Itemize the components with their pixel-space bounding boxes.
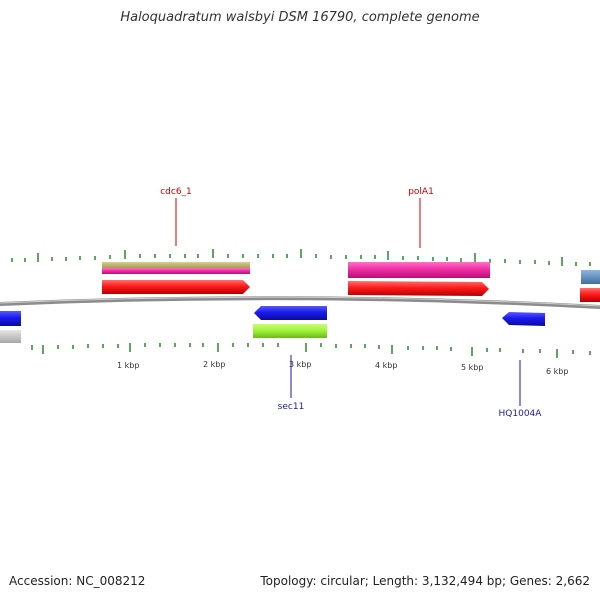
kbp-label: 3 kbp (289, 360, 311, 369)
magenta-feature-bar[interactable] (102, 268, 250, 274)
gene-cdc6_1-arrow[interactable] (102, 280, 250, 294)
label-HQ1004A: HQ1004A (499, 409, 543, 419)
kbp-labels: 1 kbp 2 kbp 3 kbp 4 kbp 5 kbp 6 kbp (117, 360, 568, 376)
kbp-label: 2 kbp (203, 360, 225, 369)
reverse-gene-track (0, 306, 545, 343)
gene-reverse-partial-grey[interactable] (0, 330, 21, 343)
lime-feature-bar[interactable] (253, 324, 327, 338)
genome-summary-text: Topology: circular; Length: 3,132,494 bp… (260, 574, 590, 588)
outer-ticks (11, 249, 591, 266)
inner-ticks (31, 343, 591, 358)
genome-backbone (0, 296, 600, 309)
kbp-label: 6 kbp (546, 367, 568, 376)
label-cdc6_1: cdc6_1 (160, 187, 192, 197)
gene-reverse-partial-blue[interactable] (0, 311, 21, 326)
label-connectors (175, 198, 521, 406)
accession-text: Accession: NC_008212 (9, 574, 146, 588)
gene-forward-partial[interactable] (580, 288, 600, 302)
steel-blue-feature-bar[interactable] (581, 270, 600, 284)
gene-sec11-arrow[interactable] (254, 306, 327, 320)
magenta-feature-bar[interactable] (348, 262, 490, 278)
kbp-label: 5 kbp (461, 363, 483, 372)
outer-feature-track (102, 262, 600, 284)
label-sec11: sec11 (278, 402, 305, 412)
forward-gene-track (102, 280, 600, 302)
kbp-label: 1 kbp (117, 361, 139, 370)
gene-polA1-arrow[interactable] (348, 281, 489, 296)
label-polA1: polA1 (408, 187, 434, 197)
map-title: Haloquadratum walsbyi DSM 16790, complet… (120, 10, 480, 25)
olive-feature-bar[interactable] (102, 262, 250, 269)
gene-HQ1004A-arrow[interactable] (502, 312, 545, 326)
kbp-label: 4 kbp (375, 361, 397, 370)
